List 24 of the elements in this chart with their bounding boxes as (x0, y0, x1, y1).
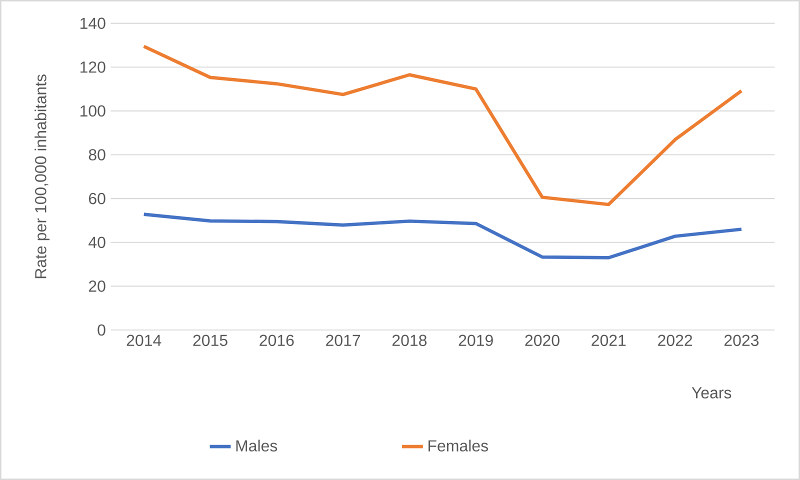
x-tick-label: 2020 (525, 334, 560, 346)
y-tick-label: 60 (88, 192, 106, 204)
y-tick-label: 100 (80, 105, 106, 117)
y-tick-label: 20 (88, 280, 106, 292)
x-tick-label: 2021 (592, 334, 626, 346)
y-axis-title: Rate per 100,000 inhabitants (34, 74, 50, 278)
x-tick-label: 2023 (724, 334, 759, 346)
x-tick-label: 2016 (260, 334, 294, 346)
x-tick-label: 2018 (392, 334, 427, 346)
y-tick-label: 80 (88, 149, 106, 160)
line-series (142, 44, 744, 206)
x-axis-title: Years (692, 387, 732, 398)
x-tick-label: 2014 (126, 334, 162, 346)
y-tick-label: 120 (80, 61, 106, 73)
y-tick-label: 40 (88, 236, 106, 248)
y-tick-label: 0 (98, 324, 106, 336)
line-series (142, 212, 744, 260)
x-tick-label: 2017 (326, 334, 360, 346)
x-tick-label: 2015 (193, 334, 228, 346)
legend-label: Females (428, 440, 488, 452)
legend-label: Males (236, 440, 278, 452)
x-tick-label: 2022 (658, 334, 692, 346)
x-tick-label: 2019 (458, 334, 493, 346)
y-tick-label: 140 (80, 18, 106, 29)
